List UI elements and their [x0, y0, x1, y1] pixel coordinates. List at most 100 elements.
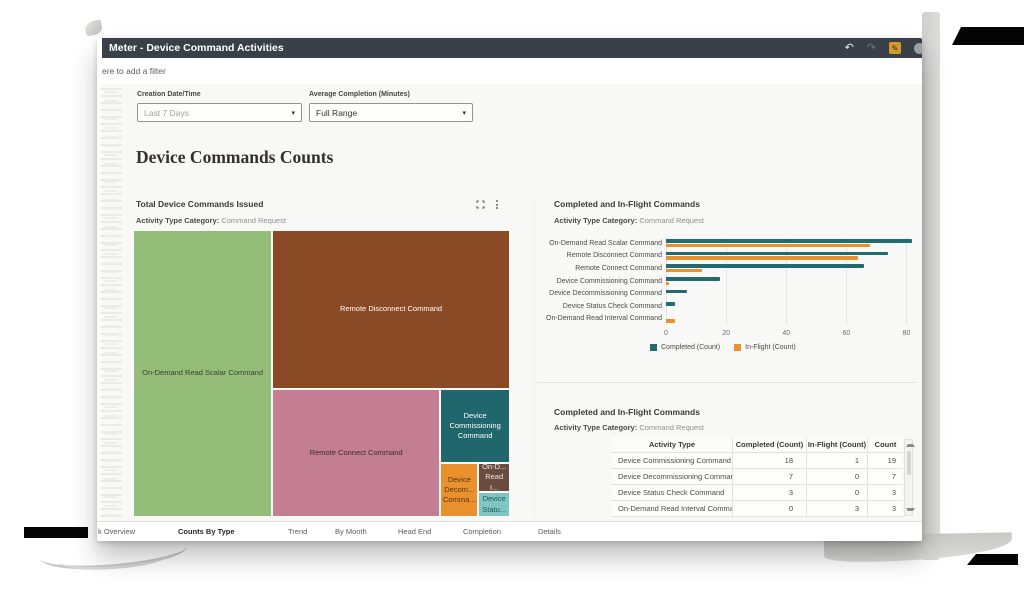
table-cell: 3	[807, 501, 868, 517]
table-row[interactable]: Device Commissioning Command 18 1 19	[612, 453, 903, 469]
tab-details[interactable]: Details	[538, 527, 561, 536]
table-header-cell[interactable]: Count	[868, 437, 903, 453]
kebab-menu-icon[interactable]	[495, 199, 499, 210]
chevron-down-icon: ▾	[291, 109, 295, 117]
avg-completion-value: Full Range	[316, 107, 358, 118]
scrollbar-thumb[interactable]	[906, 451, 911, 475]
treemap-node-label: On-Demand Read Scalar Command	[142, 368, 263, 378]
subtitle-label: Activity Type Category:	[554, 423, 638, 432]
creation-date-dropdown[interactable]: Last 7 Days ▾	[137, 103, 302, 122]
table-row[interactable]: On-Demand Read Interval Command 0 3 3	[612, 501, 903, 517]
decor-faint-text-strip-2	[105, 91, 117, 517]
undo-icon[interactable]: ↶	[844, 41, 854, 54]
treemap-node[interactable]: Remote Connect Command	[272, 388, 441, 517]
table-header-cell[interactable]: Completed (Count)	[733, 437, 807, 453]
legend-item[interactable]: In-Flight (Count)	[734, 344, 796, 351]
treemap-node[interactable]: Device Statu...	[478, 492, 510, 517]
edit-icon[interactable]: ✎	[889, 42, 901, 54]
bar-row[interactable]	[666, 262, 914, 275]
bar-category-label: Remote Disconnect Command	[566, 252, 662, 260]
app-window: Meter - Device Command Activities ↶ ↷ ✎ …	[97, 38, 922, 541]
bar-inflight[interactable]	[666, 243, 871, 248]
table-header-row: Activity Type Completed (Count) In-Flight …	[612, 437, 903, 453]
bar-category-label: Remote Connect Command	[575, 264, 662, 272]
bar-inflight[interactable]	[666, 268, 703, 273]
bar-completed[interactable]	[666, 302, 676, 306]
bar-panel-subtitle: Activity Type Category: Command Request	[554, 216, 704, 225]
bar-row[interactable]	[666, 287, 914, 300]
x-axis-tick-label: 20	[722, 330, 731, 337]
gridline	[906, 237, 908, 325]
subtitle-value: Command Request	[221, 216, 286, 225]
bar-inflight[interactable]	[666, 256, 859, 260]
bar-category-label: Device Commissioning Command	[556, 277, 662, 285]
legend-swatch	[734, 344, 742, 351]
tab-k-overview[interactable]: k Overview	[98, 527, 136, 536]
x-axis-tick-label: 60	[842, 330, 851, 337]
scroll-up-icon[interactable]	[906, 444, 915, 447]
table-cell: 7	[733, 469, 807, 485]
table-panel-title: Completed and In-Flight Commands	[554, 407, 700, 417]
x-axis-tick-label: 0	[664, 330, 668, 337]
tab-head-end[interactable]: Head End	[398, 527, 432, 536]
table-cell: 3	[733, 485, 807, 501]
tab-by-month[interactable]: By Month	[335, 527, 367, 536]
filter-bar[interactable]: ere to add a filter	[102, 58, 922, 85]
bar-completed[interactable]	[666, 289, 688, 294]
treemap-panel-actions	[476, 199, 499, 210]
bar-completed[interactable]	[666, 251, 889, 256]
bar-row[interactable]	[666, 250, 914, 263]
bar-completed[interactable]	[666, 277, 721, 281]
tab-counts-by-type[interactable]: Counts By Type	[178, 527, 235, 536]
treemap-node[interactable]: On-D... Read I...	[478, 463, 510, 493]
page-title: Device Commands Counts	[136, 147, 334, 167]
creation-date-value: Last 7 Days	[144, 107, 189, 118]
legend-item[interactable]: Completed (Count)	[650, 344, 720, 351]
legend-label: In-Flight (Count)	[745, 344, 796, 351]
table-cell: 19	[868, 453, 903, 469]
table-scrollbar[interactable]	[904, 439, 915, 516]
table-header-cell[interactable]: Activity Type	[612, 437, 733, 453]
scroll-down-icon[interactable]	[906, 508, 915, 511]
bar-row[interactable]	[666, 275, 914, 288]
treemap-panel-title: Total Device Commands Issued	[136, 199, 264, 209]
treemap-node-label: On-D... Read I...	[482, 463, 507, 492]
table-cell: Device Decommissioning Command	[612, 469, 733, 485]
tab-trend[interactable]: Trend	[288, 527, 308, 536]
treemap-node[interactable]: Device Decom... Comma...	[440, 463, 479, 517]
avg-completion-dropdown[interactable]: Full Range ▾	[309, 103, 473, 122]
bar-inflight[interactable]	[666, 319, 676, 323]
table-header-cell[interactable]: In-Flight (Count)	[807, 437, 868, 453]
treemap-node[interactable]: Remote Disconnect Command	[272, 230, 510, 389]
canvas-tab-bar: k Overview Counts By Type Trend By Month Hea…	[97, 521, 922, 541]
bar-category-labels: On-Demand Read Scalar Command Remote Disc…	[527, 237, 662, 325]
bar-completed[interactable]	[666, 239, 913, 243]
user-icon[interactable]	[914, 42, 922, 54]
bar-completed[interactable]	[666, 264, 865, 268]
tab-completion[interactable]: Completion	[463, 527, 501, 536]
table-row[interactable]: Device Decommissioning Command 7 0 7	[612, 469, 903, 485]
bar-inflight[interactable]	[666, 281, 669, 286]
bar-category-label: On-Demand Read Interval Command	[546, 315, 662, 323]
table-cell: 0	[807, 469, 868, 485]
treemap-node[interactable]: On-Demand Read Scalar Command	[133, 230, 273, 517]
subtitle-label: Activity Type Category:	[136, 216, 220, 225]
bar-row[interactable]	[666, 237, 914, 250]
chevron-down-icon: ▾	[462, 109, 466, 117]
redo-icon[interactable]: ↷	[866, 41, 876, 54]
chart-legend: Completed (Count) In-Flight (Count)	[650, 344, 796, 351]
legend-swatch	[650, 344, 657, 351]
bar-category-label: Device Status Check Command	[562, 302, 662, 310]
table-row[interactable]: Device Status Check Command 3 0 3	[612, 485, 903, 501]
table-cell: 3	[868, 485, 903, 501]
title-bar: Meter - Device Command Activities ↶ ↷ ✎	[102, 38, 922, 58]
maximize-icon[interactable]	[476, 200, 485, 209]
bar-category-label: Device Decommissioning Command	[549, 290, 662, 298]
bar-row[interactable]	[666, 312, 914, 325]
treemap-node[interactable]: Device Commissioning Command	[440, 388, 510, 464]
bar-row[interactable]	[666, 300, 914, 313]
panel-vertical-divider	[534, 196, 535, 517]
gridline	[666, 237, 667, 325]
table-panel-subtitle: Activity Type Category: Command Request	[554, 423, 704, 432]
